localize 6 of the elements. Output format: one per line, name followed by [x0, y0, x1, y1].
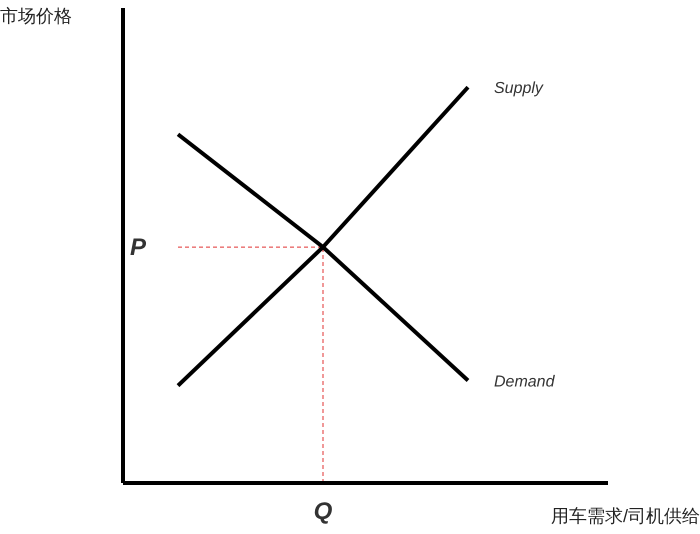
- text: Q: [314, 498, 332, 525]
- ref-line-label: P: [130, 234, 147, 262]
- x-axis-title: 用车需求/司机供给: [550, 505, 700, 528]
- series-label: Demand: [494, 373, 556, 390]
- y-axis-title: 市场价格: [0, 5, 72, 28]
- series-label: Supply: [494, 80, 544, 98]
